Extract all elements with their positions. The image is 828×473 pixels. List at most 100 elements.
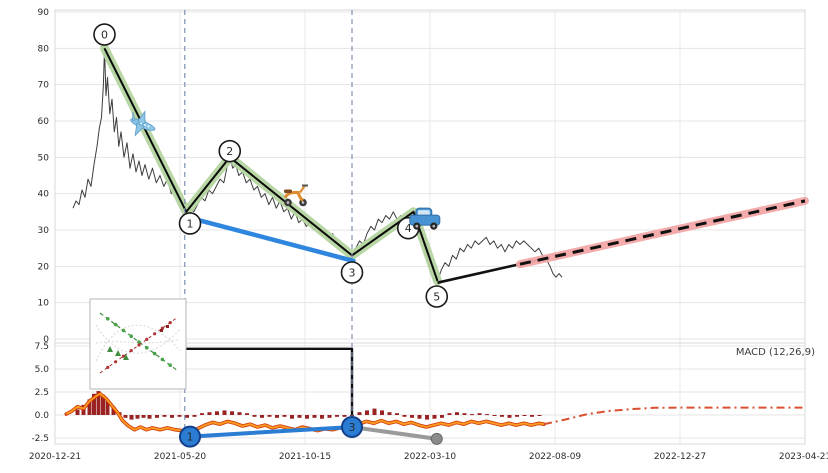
inset-red-square	[166, 325, 169, 328]
macd-histogram-bar	[92, 393, 96, 415]
macd-histogram-bar	[425, 415, 429, 420]
inset-green-dot	[152, 351, 157, 356]
wave-circle-label: 0	[101, 28, 108, 41]
macd-histogram-bar	[192, 415, 197, 417]
macd-histogram-bar	[185, 415, 189, 418]
scooter-seat	[284, 189, 292, 193]
inset-red-dot	[137, 343, 141, 347]
gray-dot	[430, 432, 443, 445]
macd-histogram-bar	[147, 415, 152, 419]
macd-histogram-bar	[417, 415, 422, 419]
car-icon	[409, 207, 441, 230]
macd-marker-1	[179, 425, 201, 448]
macd-histogram-bar	[252, 415, 257, 417]
wave-circle-5	[425, 285, 449, 308]
x-tick-label: 2020-12-21	[29, 452, 81, 462]
price-ytick-label: 80	[38, 44, 50, 54]
wave-circle-label: 4	[405, 222, 412, 235]
macd-histogram-bar	[380, 410, 384, 415]
wave-circle-0	[93, 23, 116, 46]
price-ytick-label: 70	[38, 81, 50, 91]
car-front-hub	[432, 224, 436, 228]
macd-histogram-bar	[365, 410, 369, 415]
macd-ytick-label: 7.5	[35, 342, 49, 352]
macd-histogram-bar	[402, 415, 407, 417]
macd-histogram-bar	[290, 415, 294, 419]
macd-histogram-bar	[267, 415, 272, 417]
macd-histogram-bar	[515, 415, 519, 417]
airplane-wing-bottom	[134, 122, 145, 137]
macd-histogram-bar	[162, 415, 167, 417]
macd-histogram-bar	[522, 415, 527, 416]
macd-histogram-bar	[215, 411, 219, 415]
car-rear-hub	[415, 224, 419, 228]
wave-circle-label: 3	[349, 266, 356, 279]
x-tick-label: 2022-03-10	[404, 452, 457, 462]
macd-marker-label: 1	[187, 430, 194, 443]
macd-histogram-bar	[492, 415, 497, 416]
price-ytick-label: 60	[38, 117, 50, 127]
x-tick-label: 2022-12-27	[654, 452, 706, 462]
inset-red-dot	[153, 332, 157, 336]
inset-thumbnail	[89, 298, 187, 390]
inset-red-square	[160, 329, 163, 332]
wave-circle-3	[340, 261, 364, 284]
macd-histogram-bar	[485, 414, 489, 416]
price-ytick-label: 90	[38, 8, 50, 18]
macd-histogram-bar	[105, 400, 110, 415]
inset-red-dot	[145, 337, 149, 341]
macd-histogram-bar	[141, 415, 146, 418]
macd-ytick-label: -2.5	[31, 434, 49, 444]
inset-red-dot	[160, 326, 164, 330]
scooter-front-hub	[301, 201, 305, 204]
inset-green-triangle	[115, 350, 121, 356]
wave-circle-2	[218, 139, 242, 163]
wave-circle-label: 2	[226, 145, 233, 158]
macd-histogram-bar	[312, 415, 317, 418]
macd-histogram-bar	[440, 415, 444, 418]
wave-circle-label: 5	[433, 290, 440, 303]
x-tick-label: 2021-10-15	[279, 452, 331, 462]
macd-forecast-line	[543, 406, 805, 426]
macd-histogram-bar	[87, 399, 92, 415]
airplane-icon	[130, 110, 156, 137]
macd-histogram-bar	[537, 415, 542, 416]
macd-histogram-bar	[357, 412, 362, 415]
macd-histogram-bar	[260, 415, 264, 418]
inset-green-dot	[168, 363, 172, 367]
inset-green-dot	[113, 322, 118, 327]
scooter-rear-hub	[286, 201, 290, 204]
price-ytick-label: 10	[38, 299, 50, 309]
macd-marker-label: 3	[349, 421, 356, 434]
macd-histogram-bar	[410, 415, 414, 418]
macd-histogram-bar	[177, 415, 182, 417]
price-ytick-label: 50	[38, 153, 50, 163]
macd-histogram-bar	[207, 412, 212, 415]
inset-green-dot	[160, 357, 165, 362]
macd-marker-3	[341, 415, 363, 438]
inset-green-dot	[129, 334, 133, 338]
inset-red-dot	[114, 360, 118, 364]
macd-histogram-bar	[327, 415, 332, 418]
inset-green-triangle	[107, 346, 113, 352]
inset-curve	[95, 324, 181, 362]
price-line	[72, 47, 563, 282]
support-line-line	[185, 215, 356, 264]
macd-histogram-bar	[372, 408, 377, 415]
macd-histogram-bar	[387, 412, 392, 415]
inset-green-dot	[145, 346, 149, 350]
macd-histogram-bar	[101, 394, 105, 415]
scooter-body	[283, 191, 304, 202]
macd-histogram-bar	[342, 415, 347, 417]
inset-green-line	[99, 312, 179, 372]
x-tick-label: 2021-05-20	[154, 452, 207, 462]
price-ytick-label: 30	[38, 226, 50, 236]
macd-histogram-bar	[320, 415, 324, 419]
macd-histogram-bar	[462, 413, 467, 415]
inset-green-triangle	[123, 354, 129, 360]
inset-green-dot	[106, 317, 110, 321]
macd-histogram-bar	[275, 415, 279, 418]
price-ytick-label: 40	[38, 190, 50, 200]
macd-histogram-bar	[129, 415, 134, 420]
macd-histogram-bar	[237, 412, 242, 415]
